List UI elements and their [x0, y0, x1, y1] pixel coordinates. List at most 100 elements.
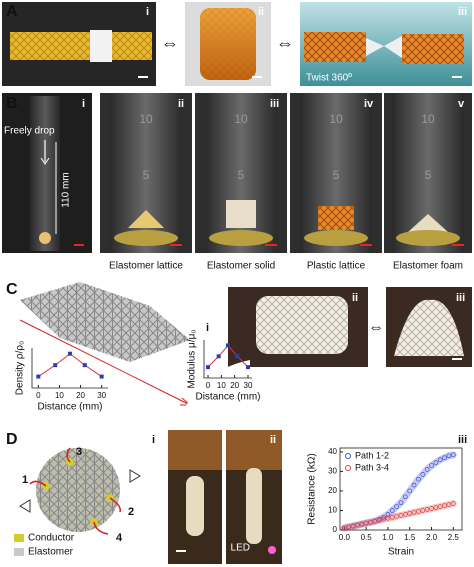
cylinder-mark: 5	[425, 168, 432, 182]
x-tick-label: 1.5	[404, 533, 416, 542]
subpanel-label: iii	[270, 98, 279, 110]
axis	[203, 340, 252, 379]
point	[394, 513, 399, 519]
line	[38, 353, 102, 377]
scale-bar	[170, 244, 182, 246]
point	[246, 365, 250, 370]
point	[398, 513, 404, 518]
point	[433, 505, 439, 510]
point	[403, 512, 408, 517]
point	[420, 472, 426, 477]
base	[396, 230, 460, 246]
point	[411, 510, 417, 515]
point	[407, 488, 413, 494]
lattice-render	[36, 448, 120, 532]
point	[450, 452, 456, 458]
subpanel-label: i	[206, 322, 209, 334]
cylinder-mark: 10	[234, 112, 248, 126]
subpanel-label: iv	[364, 98, 374, 110]
photo	[168, 430, 222, 470]
lattice	[128, 210, 164, 228]
point	[376, 517, 382, 523]
x-tick-label: 30	[97, 391, 106, 400]
point	[424, 467, 430, 472]
point	[350, 523, 356, 529]
lattice	[256, 296, 348, 354]
legend-label: Elastomer	[28, 547, 74, 558]
lattice	[394, 299, 464, 356]
legend-swatch	[14, 548, 24, 556]
arrow	[19, 499, 31, 513]
lattice-render	[20, 282, 190, 362]
y-tick-label: 20	[328, 486, 337, 495]
x-tick-label: 30	[244, 381, 253, 390]
plot-frame	[339, 447, 463, 531]
panel-label: D	[6, 431, 18, 448]
y-axis-label: Density ρ/ρ₀	[15, 341, 26, 395]
x-tick-label: 0	[206, 381, 211, 390]
point	[420, 508, 426, 513]
point	[235, 354, 240, 359]
panel-b	[2, 93, 472, 253]
point	[381, 516, 386, 522]
legend-label: Conductor	[28, 533, 75, 544]
point	[359, 521, 365, 527]
subpanel-label: ii	[258, 6, 264, 18]
x-tick-label: 0	[36, 391, 41, 400]
point	[226, 343, 230, 348]
led-light	[268, 546, 276, 554]
point	[68, 351, 72, 356]
base	[304, 230, 368, 246]
lattice	[246, 468, 262, 544]
x-tick-label: 2.5	[448, 533, 460, 542]
scale-bar	[74, 244, 84, 246]
x-tick-label: 10	[55, 391, 64, 400]
scale-bar	[176, 550, 186, 552]
subpanel-label: iii	[458, 6, 467, 18]
point	[429, 463, 434, 468]
point	[385, 515, 391, 521]
y-tick-label: 30	[328, 467, 337, 476]
annotation: Freely drop	[4, 126, 55, 137]
point	[442, 503, 447, 508]
subpanel-label: i	[152, 434, 155, 446]
scale-bar	[265, 244, 277, 246]
base	[114, 230, 178, 246]
cylinder-mark: 10	[421, 112, 435, 126]
y-tick-label: 10	[328, 506, 337, 515]
photo	[226, 430, 282, 470]
wire-label: 2	[128, 506, 134, 518]
cylinder-mark: 10	[139, 112, 153, 126]
scale-bar	[452, 76, 462, 78]
legend-marker	[345, 453, 351, 459]
cylinder-mark: 10	[329, 112, 343, 126]
point	[368, 519, 373, 525]
point	[381, 514, 386, 520]
subpanel-label: iii	[456, 292, 465, 304]
arrow: ⇔	[161, 33, 179, 53]
panel-label: B	[6, 95, 18, 112]
point	[355, 522, 360, 528]
cylinder-mark: 5	[333, 168, 340, 182]
axis	[31, 348, 108, 389]
point	[398, 500, 404, 506]
point	[206, 365, 210, 370]
lattice	[186, 476, 204, 536]
panel-label: C	[6, 281, 18, 298]
point	[342, 525, 347, 531]
legend-label: Path 3-4	[355, 462, 389, 472]
band	[340, 451, 457, 532]
scale-bar	[138, 76, 148, 78]
scale-bar	[452, 244, 464, 246]
legend-label: Path 1-2	[355, 450, 389, 460]
lattice	[304, 32, 366, 62]
arrow	[19, 319, 191, 406]
y-tick-label: 0	[333, 525, 338, 534]
x-axis-label: Distance (mm)	[195, 392, 260, 403]
point	[446, 502, 452, 507]
x-axis-label: Distance (mm)	[37, 402, 102, 413]
subpanel-label: v	[458, 98, 465, 110]
subpanel-label: iii	[458, 434, 467, 446]
y-axis-label: Resistance (kΩ)	[307, 453, 318, 524]
point	[394, 504, 399, 509]
